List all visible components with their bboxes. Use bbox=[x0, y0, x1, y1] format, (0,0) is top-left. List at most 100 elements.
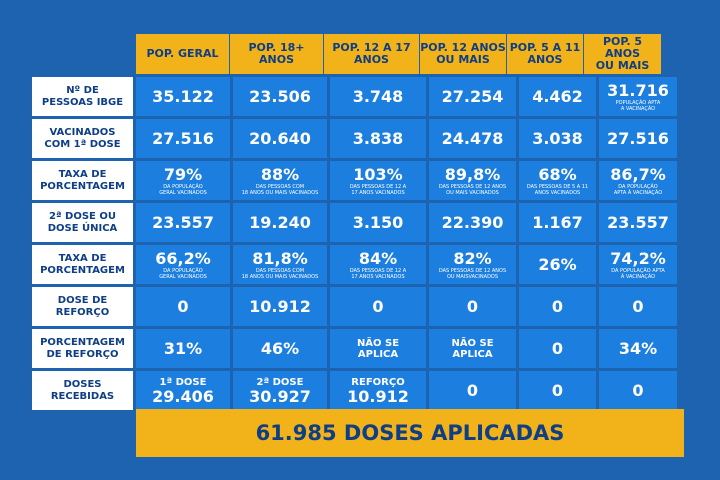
header-row: POP. GERAL POP. 18+ ANOS POP. 12 A 17 ANOS PO… bbox=[136, 34, 684, 74]
cell-value: 3.038 bbox=[532, 129, 583, 148]
row-label: 2ª DOSE OU DOSE ÚNICA bbox=[32, 203, 133, 242]
cell-value: 0 bbox=[466, 297, 479, 316]
row-label: TAXA DE PORCENTAGEM bbox=[32, 245, 133, 284]
table-cell: 19.240 bbox=[233, 203, 327, 242]
table-cell: 0 bbox=[136, 287, 230, 326]
cell-value: 0 bbox=[466, 381, 479, 400]
cell-value: 27.254 bbox=[441, 87, 504, 106]
row-label: VACINADOS COM 1ª DOSE bbox=[32, 119, 133, 158]
column-header: POP. 12 ANOS OU MAIS bbox=[420, 34, 507, 74]
column-header: POP. 5 ANOS OU MAIS bbox=[584, 34, 662, 74]
cell-value: 10.912 bbox=[249, 297, 311, 316]
table-cell: 26% bbox=[519, 245, 596, 284]
cell-value: 89,8% bbox=[444, 164, 501, 184]
cell-value: 0 bbox=[551, 339, 564, 358]
table-cell: 27.516 bbox=[599, 119, 677, 158]
cell-note: DAS PESSOAS DE 12 ANOS OU MAISVACINADOS bbox=[438, 267, 507, 280]
cell-value: 86,7% bbox=[610, 164, 666, 184]
table-cell: 0 bbox=[330, 287, 426, 326]
cell-note: POPULAÇÃO APTA A VACINAÇÃO bbox=[615, 99, 661, 112]
table-cell: 10.912 bbox=[233, 287, 327, 326]
table-row: PORCENTAGEM DE REFORÇO 31% 46% NÃO SE APLICA N… bbox=[32, 329, 684, 368]
cell-note: DAS PESSOAS COM 18 ANOS OU MAIS VACINADOS bbox=[241, 183, 319, 196]
cell-note: DAS PESSOAS DE 12 A 17 ANOS VACINADOS bbox=[349, 267, 407, 280]
total-doses-banner: 61.985 DOSES APLICADAS bbox=[136, 409, 684, 457]
cell-value: 79% bbox=[163, 164, 203, 184]
table-cell: 4.462 bbox=[519, 77, 596, 116]
cell-value: 103% bbox=[353, 164, 403, 184]
cell-value: 27.516 bbox=[607, 129, 669, 148]
cell-value: 23.506 bbox=[249, 87, 311, 106]
column-header: POP. 12 A 17 ANOS bbox=[324, 34, 420, 74]
table-row: VACINADOS COM 1ª DOSE 27.516 20.640 3.838 24.… bbox=[32, 119, 684, 158]
table-cell: 23.557 bbox=[599, 203, 677, 242]
row-label: Nº DE PESSOAS IBGE bbox=[32, 77, 133, 116]
table-cell: 0 bbox=[429, 371, 516, 410]
cell-value: 46% bbox=[260, 339, 300, 358]
cell-value: 81,8% bbox=[252, 248, 308, 268]
cell-value: 3.838 bbox=[352, 129, 404, 148]
table-cell: 24.478 bbox=[429, 119, 516, 158]
table-cell: 82% DAS PESSOAS DE 12 ANOS OU MAISVACINADO… bbox=[429, 245, 516, 284]
table-cell: NÃO SE APLICA bbox=[330, 329, 426, 368]
cell-value: 66,2% bbox=[155, 248, 211, 268]
cell-value: 31.716 bbox=[607, 80, 669, 100]
table-cell: 0 bbox=[429, 287, 516, 326]
cell-note: DA POPULAÇÃO GERAL VACINADOS bbox=[159, 183, 207, 196]
table-cell: 103% DAS PESSOAS DE 12 A 17 ANOS VACINADOS bbox=[330, 161, 426, 200]
table-cell: 20.640 bbox=[233, 119, 327, 158]
table-row: DOSES RECEBIDAS 1ª DOSE 29.406 2ª DOSE 30.927… bbox=[32, 371, 684, 410]
cell-value: 30.927 bbox=[249, 386, 311, 406]
table-row: TAXA DE PORCENTAGEM 66,2% DA POPULAÇÃO GERAL… bbox=[32, 245, 684, 284]
cell-note: DAS PESSOAS DE 12 A 17 ANOS VACINADOS bbox=[349, 183, 407, 196]
table-cell: 79% DA POPULAÇÃO GERAL VACINADOS bbox=[136, 161, 230, 200]
row-label: PORCENTAGEM DE REFORÇO bbox=[32, 329, 133, 368]
cell-value: 82% bbox=[453, 248, 492, 268]
cell-value: 19.240 bbox=[249, 213, 311, 232]
table-cell: 3.038 bbox=[519, 119, 596, 158]
cell-value: 20.640 bbox=[249, 129, 311, 148]
table-cell: 84% DAS PESSOAS DE 12 A 17 ANOS VACINADOS bbox=[330, 245, 426, 284]
table-cell: 89,8% DAS PESSOAS DE 12 ANOS OU MAIS VACIN… bbox=[429, 161, 516, 200]
cell-value: 23.557 bbox=[607, 213, 669, 232]
cell-note: DAS PESSOAS COM 18 ANOS OU MAIS VACINADOS bbox=[241, 267, 319, 280]
table-cell: 27.254 bbox=[429, 77, 516, 116]
table-cell: 23.557 bbox=[136, 203, 230, 242]
table-row: 2ª DOSE OU DOSE ÚNICA 23.557 19.240 3.150 22.… bbox=[32, 203, 684, 242]
cell-note: DAS PESSOAS DE 5 A 11 ANOS VACINADOS bbox=[526, 183, 589, 196]
cell-value: 0 bbox=[551, 381, 564, 400]
cell-note: DAS PESSOAS DE 12 ANOS OU MAIS VACINADOS bbox=[438, 183, 507, 196]
table-cell: 74,2% DA POPULAÇÃO APTA À VACINAÇÃO bbox=[599, 245, 677, 284]
table-cell: 86,7% DA POPULAÇÃO APTA À VACINAÇÃO bbox=[599, 161, 677, 200]
cell-value: 0 bbox=[177, 297, 189, 316]
cell-value: 34% bbox=[618, 339, 658, 358]
table-cell: 81,8% DAS PESSOAS COM 18 ANOS OU MAIS VACI… bbox=[233, 245, 327, 284]
cell-value: 23.557 bbox=[152, 213, 214, 232]
dose-type-label: 2ª DOSE bbox=[256, 376, 304, 388]
cell-value: 3.748 bbox=[352, 87, 404, 106]
column-header: POP. 5 A 11 ANOS bbox=[507, 34, 584, 74]
table-cell: 66,2% DA POPULAÇÃO GERAL VACINADOS bbox=[136, 245, 230, 284]
cell-value: 3.150 bbox=[352, 213, 404, 232]
cell-value: 0 bbox=[632, 381, 644, 400]
table-cell: 2ª DOSE 30.927 bbox=[233, 371, 327, 410]
cell-value: 22.390 bbox=[441, 213, 504, 232]
table-cell: 23.506 bbox=[233, 77, 327, 116]
table-cell: 0 bbox=[519, 329, 596, 368]
table-cell: 34% bbox=[599, 329, 677, 368]
row-label: TAXA DE PORCENTAGEM bbox=[32, 161, 133, 200]
table-cell: NÃO SE APLICA bbox=[429, 329, 516, 368]
dose-type-label: 1ª DOSE bbox=[159, 376, 207, 388]
cell-note: DA POPULAÇÃO GERAL VACINADOS bbox=[159, 267, 207, 280]
table-cell: 88% DAS PESSOAS COM 18 ANOS OU MAIS VACINA… bbox=[233, 161, 327, 200]
table-cell: 0 bbox=[519, 287, 596, 326]
table-cell: 31% bbox=[136, 329, 230, 368]
table-cell: 68% DAS PESSOAS DE 5 A 11 ANOS VACINADOS bbox=[519, 161, 596, 200]
cell-value: 74,2% bbox=[610, 248, 666, 268]
table-row: DOSE DE REFORÇO 0 10.912 0 0 0 0 bbox=[32, 287, 684, 326]
cell-value: 35.122 bbox=[152, 87, 214, 106]
cell-value: 0 bbox=[551, 297, 564, 316]
cell-value: 24.478 bbox=[441, 129, 504, 148]
row-label: DOSE DE REFORÇO bbox=[32, 287, 133, 326]
cell-value: 31% bbox=[163, 339, 203, 358]
